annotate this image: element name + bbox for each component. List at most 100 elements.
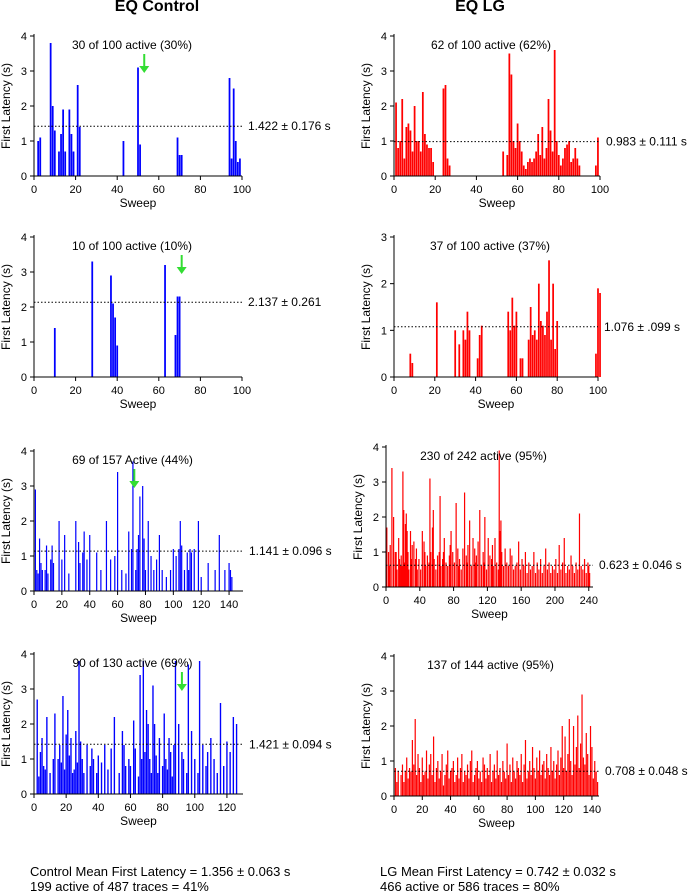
bar <box>137 67 139 176</box>
bar <box>407 552 409 587</box>
bar <box>157 773 159 794</box>
arrow-head <box>129 481 140 488</box>
bar <box>75 521 77 591</box>
bar <box>470 566 472 587</box>
footer-left-count: 199 active of 487 traces = 41% <box>30 879 209 894</box>
bar <box>420 782 422 796</box>
active-annotation: 137 of 144 active (95%) <box>427 658 554 672</box>
bar <box>524 552 527 587</box>
bar <box>511 297 514 377</box>
bar <box>423 541 425 587</box>
bar <box>583 559 586 587</box>
bar <box>434 782 436 796</box>
bar <box>420 569 422 587</box>
bar <box>442 559 444 587</box>
x-tick-label: 0 <box>31 184 37 196</box>
bar <box>435 569 437 587</box>
bar <box>116 345 119 377</box>
bar <box>62 696 64 794</box>
bar <box>560 757 562 796</box>
bar <box>419 151 422 176</box>
bar <box>563 768 565 796</box>
bar <box>563 538 565 587</box>
bar <box>72 151 75 176</box>
bar <box>510 782 512 796</box>
bar <box>91 261 94 377</box>
bar <box>497 569 499 587</box>
bar <box>451 768 453 796</box>
x-tick-label: 80 <box>553 184 565 196</box>
bar <box>548 260 550 377</box>
bar <box>401 764 404 796</box>
bar <box>399 141 402 176</box>
bar <box>495 778 497 796</box>
bar <box>435 768 438 796</box>
bar <box>96 773 98 794</box>
bar <box>548 775 551 796</box>
bar <box>218 535 220 591</box>
bar <box>439 496 441 587</box>
bar <box>518 541 520 587</box>
bar <box>134 748 136 794</box>
bar <box>534 573 537 587</box>
x-axis-label: Sweep <box>478 816 515 830</box>
bar <box>47 573 49 591</box>
bar <box>500 520 502 587</box>
bar <box>540 321 542 377</box>
bar <box>181 545 183 591</box>
bar <box>149 759 151 794</box>
bar <box>489 754 491 796</box>
arrow-head <box>176 267 187 274</box>
bar <box>576 158 579 176</box>
bar <box>150 556 152 591</box>
x-tick-label: 20 <box>69 184 81 196</box>
bar <box>70 738 72 794</box>
bar <box>546 569 548 587</box>
bar <box>121 731 124 794</box>
bar <box>178 549 180 591</box>
bar <box>565 771 568 796</box>
bar <box>540 559 542 587</box>
x-tick-label: 160 <box>512 595 530 607</box>
bar <box>49 43 52 176</box>
bar <box>471 750 473 796</box>
bar <box>424 771 426 796</box>
bar <box>202 745 204 794</box>
bar <box>491 545 494 587</box>
y-tick-label: 0 <box>21 372 27 384</box>
x-tick-label: 20 <box>429 385 441 397</box>
bar <box>542 325 544 377</box>
y-tick-label: 3 <box>21 684 27 696</box>
x-tick-label: 120 <box>192 599 210 611</box>
bar <box>67 710 69 794</box>
bar <box>521 559 523 587</box>
bar <box>425 566 427 587</box>
bar <box>559 165 562 176</box>
bar <box>480 325 483 377</box>
mean-label: 1.076 ± .099 s <box>604 320 680 334</box>
bar <box>51 545 53 591</box>
bar <box>492 566 494 587</box>
bar <box>57 759 59 794</box>
y-tick-label: 4 <box>21 649 27 661</box>
bar <box>168 738 170 794</box>
bar <box>556 573 559 587</box>
bar <box>193 549 195 591</box>
bar <box>125 573 127 591</box>
bar <box>453 562 456 587</box>
bar <box>418 768 421 796</box>
bar <box>128 531 130 591</box>
bar <box>581 694 583 796</box>
x-tick-label: 60 <box>153 184 165 196</box>
bar <box>502 151 505 176</box>
x-tick-label: 120 <box>478 595 496 607</box>
bar <box>502 566 505 587</box>
bar <box>97 755 99 794</box>
bar <box>34 489 36 591</box>
x-tick-label: 80 <box>447 595 459 607</box>
bar <box>410 559 412 587</box>
bar <box>466 764 469 796</box>
bar <box>188 570 190 591</box>
bar <box>523 764 525 796</box>
